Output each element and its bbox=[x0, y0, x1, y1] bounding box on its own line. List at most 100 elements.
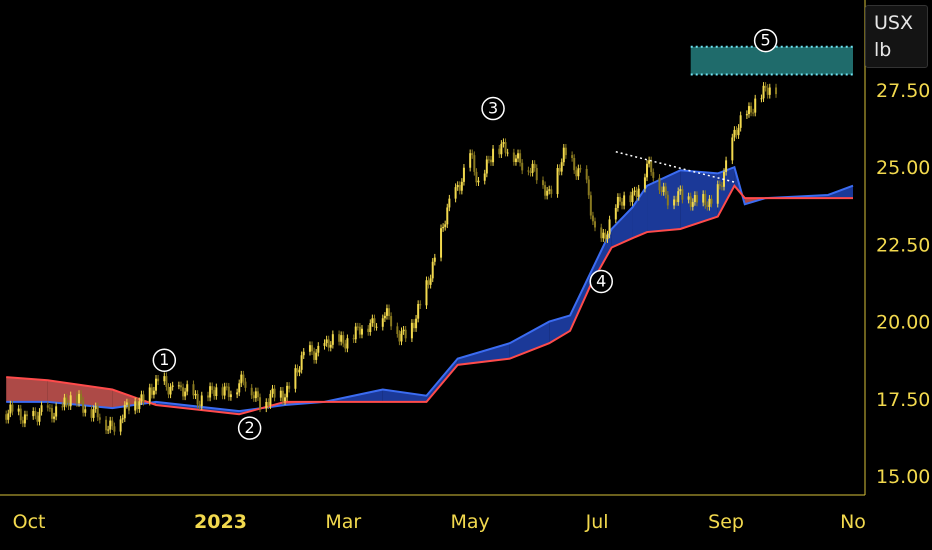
price-tick-label: 25.00 bbox=[876, 157, 930, 179]
candle-body bbox=[36, 415, 39, 422]
candle-body bbox=[385, 308, 388, 316]
wave-count-circle-icon bbox=[753, 28, 778, 53]
candle-body bbox=[725, 160, 728, 172]
candle-body bbox=[677, 191, 680, 203]
candle-body bbox=[163, 376, 166, 382]
candle-body bbox=[250, 387, 253, 396]
candle-body bbox=[662, 186, 665, 193]
cloud-segment bbox=[717, 167, 735, 217]
candle-body bbox=[327, 339, 330, 348]
candle-body bbox=[764, 85, 767, 88]
candle-body bbox=[710, 198, 713, 204]
candle-body bbox=[475, 171, 478, 183]
candle-body bbox=[40, 405, 43, 412]
candle-body bbox=[236, 392, 239, 395]
cloud-span-a-line bbox=[6, 165, 854, 413]
candle-body bbox=[485, 159, 488, 174]
candle-body bbox=[63, 397, 66, 407]
candle-body bbox=[631, 191, 634, 203]
candle-body bbox=[750, 106, 753, 113]
candle-body bbox=[533, 163, 536, 169]
candle-body bbox=[666, 194, 669, 206]
candle-body bbox=[521, 162, 524, 171]
currency-label: USX bbox=[874, 12, 913, 34]
candle-body bbox=[708, 198, 711, 207]
candle-body bbox=[687, 196, 690, 200]
candle-body bbox=[487, 159, 490, 161]
candle-body bbox=[352, 338, 355, 340]
candle-body bbox=[573, 157, 576, 171]
candle-body bbox=[223, 386, 226, 396]
candle-body bbox=[221, 387, 224, 396]
candle-body bbox=[182, 387, 185, 397]
candle-body bbox=[706, 205, 709, 207]
candle-body bbox=[691, 202, 694, 207]
candle-body bbox=[762, 85, 765, 99]
time-axis[interactable]: Oct 2023 Mar May Jul Sep No bbox=[13, 511, 866, 533]
wave-label-5: 5 bbox=[753, 28, 778, 53]
candle-body bbox=[34, 411, 37, 416]
candle-body bbox=[192, 384, 195, 396]
candle-body bbox=[23, 414, 26, 424]
candle-body bbox=[550, 189, 553, 195]
candle-body bbox=[211, 386, 214, 391]
dotted-trendline bbox=[615, 151, 737, 184]
time-tick-label: Oct bbox=[13, 511, 46, 533]
candle-body bbox=[571, 155, 574, 158]
candle-body bbox=[186, 384, 189, 392]
candle-body bbox=[7, 413, 10, 420]
candle-body bbox=[402, 329, 405, 332]
candle-body bbox=[150, 387, 153, 395]
candle-body bbox=[531, 163, 534, 173]
candle-body bbox=[621, 201, 624, 206]
candle-body bbox=[462, 167, 465, 182]
candle-body bbox=[325, 339, 328, 344]
candle-body bbox=[80, 393, 83, 401]
candle-body bbox=[585, 168, 588, 180]
candle-body bbox=[215, 387, 218, 397]
candle-body bbox=[286, 385, 289, 398]
cloud-segment bbox=[570, 272, 591, 331]
candle-body bbox=[113, 426, 116, 432]
candle-body bbox=[469, 153, 472, 168]
candle-body bbox=[564, 147, 567, 156]
candle-body bbox=[579, 168, 582, 170]
cloud-segment bbox=[549, 315, 571, 344]
candle-body bbox=[616, 196, 619, 208]
candle-body bbox=[410, 322, 413, 339]
candle-body bbox=[154, 378, 157, 391]
candle-body bbox=[198, 404, 201, 407]
candle-body bbox=[46, 405, 49, 408]
target-zone bbox=[690, 45, 853, 76]
candle-body bbox=[541, 180, 544, 186]
wave-label-text: 1 bbox=[159, 350, 169, 369]
cloud-segment bbox=[6, 377, 48, 402]
candle-body bbox=[171, 385, 174, 387]
candle-body bbox=[109, 420, 112, 430]
cloud-segment bbox=[509, 321, 550, 359]
candle-body bbox=[637, 188, 640, 197]
candle-body bbox=[123, 404, 126, 419]
candle-body bbox=[512, 152, 515, 163]
candle-body bbox=[298, 369, 301, 373]
candle-body bbox=[629, 195, 632, 203]
candle-body bbox=[606, 234, 609, 240]
candle-body bbox=[546, 190, 549, 196]
candle-body bbox=[594, 221, 597, 228]
candle-body bbox=[731, 137, 734, 161]
candle-body bbox=[417, 304, 420, 319]
price-candles bbox=[5, 82, 778, 436]
candle-body bbox=[196, 393, 199, 405]
candle-body bbox=[446, 207, 449, 225]
candle-body bbox=[9, 404, 12, 414]
candle-body bbox=[716, 184, 719, 204]
candle-body bbox=[675, 199, 678, 203]
candle-body bbox=[514, 158, 517, 163]
candle-body bbox=[483, 173, 486, 181]
currency-unit-badge[interactable]: USX lb bbox=[865, 5, 928, 68]
price-axis[interactable]: 15.00 17.50 20.00 22.50 25.00 27.50 bbox=[876, 80, 930, 488]
candle-body bbox=[458, 185, 461, 191]
candle-body bbox=[739, 115, 742, 128]
candle-body bbox=[138, 401, 141, 410]
